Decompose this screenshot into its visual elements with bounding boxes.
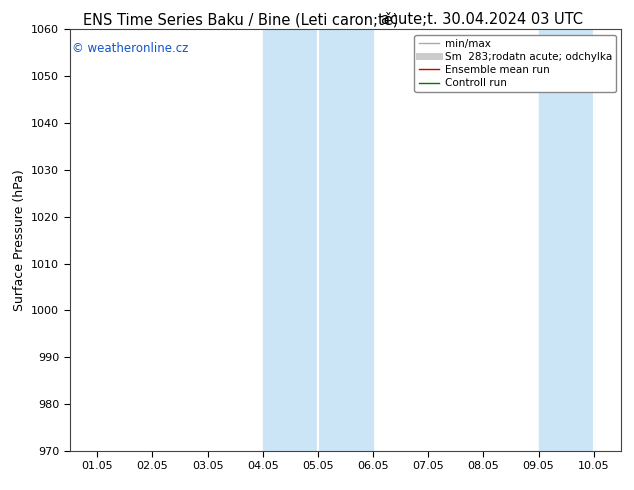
Bar <box>538 29 593 451</box>
Y-axis label: Surface Pressure (hPa): Surface Pressure (hPa) <box>13 169 25 311</box>
Legend: min/max, Sm  283;rodatn acute; odchylka, Ensemble mean run, Controll run: min/max, Sm 283;rodatn acute; odchylka, … <box>415 35 616 92</box>
Bar <box>318 29 373 451</box>
Text: © weatheronline.cz: © weatheronline.cz <box>72 42 189 55</box>
Text: ENS Time Series Baku / Bine (Leti caron;tě): ENS Time Series Baku / Bine (Leti caron;… <box>83 12 399 28</box>
Text: acute;t. 30.04.2024 03 UTC: acute;t. 30.04.2024 03 UTC <box>381 12 583 27</box>
Bar <box>262 29 318 451</box>
